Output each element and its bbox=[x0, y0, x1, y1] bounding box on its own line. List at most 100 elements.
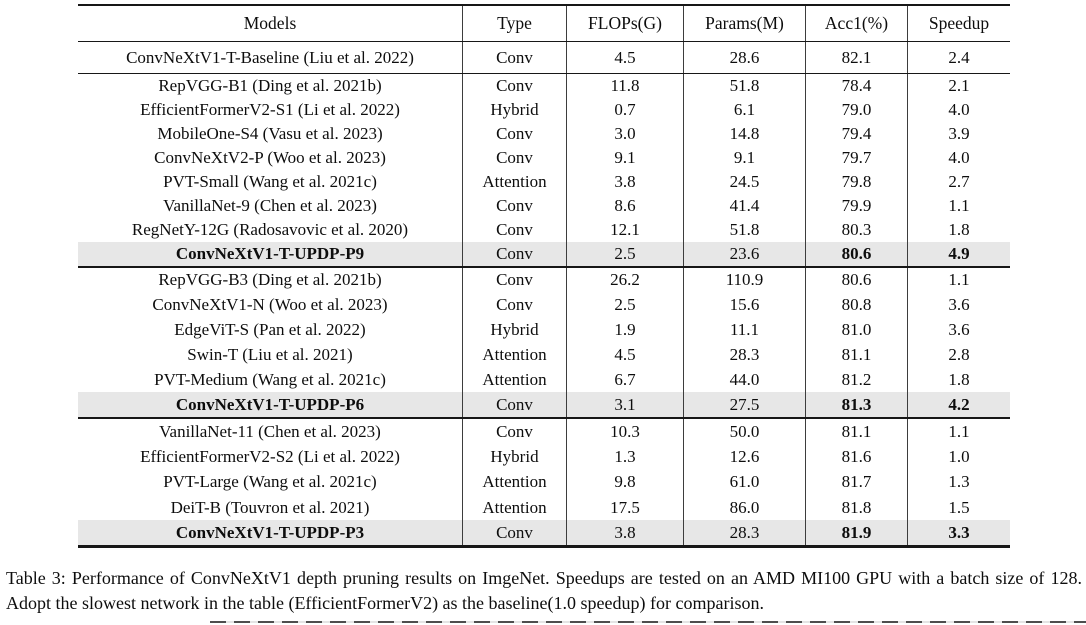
table-row-highlighted: ConvNeXtV1-T-UPDP-P9 Conv 2.5 23.6 80.6 4.9 bbox=[78, 242, 1010, 266]
cell-params: 23.6 bbox=[683, 242, 805, 266]
column-header-acc1: Acc1(%) bbox=[805, 6, 907, 41]
cell-model: PVT-Medium (Wang et al. 2021c) bbox=[154, 370, 386, 389]
cell-params: 28.3 bbox=[683, 520, 805, 546]
cell-type: Attention bbox=[462, 170, 566, 194]
cell-speedup: 2.7 bbox=[907, 170, 1010, 194]
cell-acc1: 79.0 bbox=[805, 98, 907, 122]
cell-params: 51.8 bbox=[683, 218, 805, 242]
cell-model: ConvNeXtV1-T-UPDP-P3 bbox=[175, 522, 365, 542]
cell-type: Conv bbox=[462, 218, 566, 242]
table-row: VanillaNet-11 (Chen et al. 2023) Conv 10.3… bbox=[78, 419, 1010, 445]
cell-params: 15.6 bbox=[683, 292, 805, 318]
cell-flops: 0.7 bbox=[566, 98, 683, 122]
table-row: RegNetY-12G (Radosavovic et al. 2020) Con… bbox=[78, 218, 1010, 242]
cell-speedup: 3.6 bbox=[907, 317, 1010, 343]
table-row: PVT-Medium (Wang et al. 2021c) Attention 6… bbox=[78, 367, 1010, 393]
table-group: VanillaNet-11 (Chen et al. 2023) Conv 10.3… bbox=[78, 419, 1010, 546]
cell-speedup: 2.8 bbox=[907, 342, 1010, 368]
cell-speedup: 1.8 bbox=[907, 218, 1010, 242]
table-row: VanillaNet-9 (Chen et al. 2023) Conv 8.6 41… bbox=[78, 194, 1010, 218]
cell-flops: 2.5 bbox=[566, 292, 683, 318]
cell-acc1: 82.1 bbox=[805, 42, 907, 73]
cell-flops: 1.9 bbox=[566, 317, 683, 343]
table-group: RepVGG-B1 (Ding et al. 2021b) Conv 11.8 51.… bbox=[78, 74, 1010, 268]
table-row: EdgeViT-S (Pan et al. 2022) Hybrid 1.9 11.1… bbox=[78, 317, 1010, 343]
cell-model: Swin-T (Liu et al. 2021) bbox=[187, 345, 353, 365]
cell-flops: 9.1 bbox=[566, 146, 683, 170]
cell-speedup: 1.1 bbox=[907, 419, 1010, 445]
cell-acc1: 78.4 bbox=[805, 74, 907, 98]
column-header-flops: FLOPs(G) bbox=[566, 6, 683, 41]
cell-acc1: 80.6 bbox=[805, 242, 907, 266]
cell-model: DeiT-B (Touvron et al. 2021) bbox=[170, 497, 370, 517]
cell-acc1: 81.3 bbox=[805, 392, 907, 418]
cell-model: ConvNeXtV1-T-UPDP-P6 bbox=[175, 394, 365, 414]
cell-speedup: 3.6 bbox=[907, 292, 1010, 318]
cell-model: RepVGG-B1 (Ding et al. 2021b) bbox=[158, 76, 382, 95]
cell-acc1: 81.1 bbox=[805, 419, 907, 445]
cell-speedup: 1.0 bbox=[907, 444, 1010, 470]
cell-speedup: 1.8 bbox=[907, 367, 1010, 393]
cropped-content-edge bbox=[210, 621, 1086, 624]
cell-params: 9.1 bbox=[683, 146, 805, 170]
cell-acc1: 81.2 bbox=[805, 367, 907, 393]
cell-acc1: 81.7 bbox=[805, 469, 907, 495]
cell-params: 24.5 bbox=[683, 170, 805, 194]
table-row: ConvNeXtV1-T-Baseline (Liu et al. 2022) C… bbox=[78, 42, 1010, 73]
cell-flops: 3.8 bbox=[566, 520, 683, 546]
cell-type: Attention bbox=[462, 342, 566, 368]
cell-type: Conv bbox=[462, 74, 566, 98]
cell-params: 50.0 bbox=[683, 419, 805, 445]
column-header-params: Params(M) bbox=[683, 6, 805, 41]
table-row-highlighted: ConvNeXtV1-T-UPDP-P3 Conv 3.8 28.3 81.9 3.3 bbox=[78, 520, 1010, 546]
cell-flops: 8.6 bbox=[566, 194, 683, 218]
cell-speedup: 2.1 bbox=[907, 74, 1010, 98]
cell-speedup: 1.1 bbox=[907, 194, 1010, 218]
cell-params: 51.8 bbox=[683, 74, 805, 98]
cell-model: PVT-Large (Wang et al. 2021c) bbox=[163, 472, 377, 492]
cell-speedup: 2.4 bbox=[907, 42, 1010, 73]
cell-flops: 3.0 bbox=[566, 122, 683, 146]
column-header-models: Models bbox=[243, 13, 297, 33]
cell-speedup: 3.3 bbox=[907, 520, 1010, 546]
cell-type: Attention bbox=[462, 494, 566, 521]
cell-params: 28.3 bbox=[683, 342, 805, 368]
cell-model: EfficientFormerV2-S1 (Li et al. 2022) bbox=[140, 100, 400, 119]
cell-model: VanillaNet-9 (Chen et al. 2023) bbox=[163, 196, 377, 215]
cell-type: Conv bbox=[462, 42, 566, 73]
cell-params: 41.4 bbox=[683, 194, 805, 218]
table-row: MobileOne-S4 (Vasu et al. 2023) Conv 3.0 14… bbox=[78, 122, 1010, 146]
cell-params: 61.0 bbox=[683, 469, 805, 495]
cell-flops: 4.5 bbox=[566, 42, 683, 73]
table-body: ConvNeXtV1-T-Baseline (Liu et al. 2022) C… bbox=[78, 42, 1010, 546]
cell-model: EfficientFormerV2-S2 (Li et al. 2022) bbox=[140, 447, 400, 467]
table-row-highlighted: ConvNeXtV1-T-UPDP-P6 Conv 3.1 27.5 81.3 4.2 bbox=[78, 392, 1010, 418]
cell-params: 27.5 bbox=[683, 392, 805, 418]
cell-params: 6.1 bbox=[683, 98, 805, 122]
cell-speedup: 4.0 bbox=[907, 146, 1010, 170]
cell-flops: 4.5 bbox=[566, 342, 683, 368]
cell-type: Conv bbox=[462, 146, 566, 170]
table-row: PVT-Small (Wang et al. 2021c) Attention 3.… bbox=[78, 170, 1010, 194]
cell-model: MobileOne-S4 (Vasu et al. 2023) bbox=[157, 124, 383, 143]
cell-type: Attention bbox=[462, 469, 566, 495]
cell-acc1: 79.4 bbox=[805, 122, 907, 146]
table-row: RepVGG-B3 (Ding et al. 2021b) Conv 26.2 110… bbox=[78, 268, 1010, 293]
table-row: EfficientFormerV2-S1 (Li et al. 2022) Hyb… bbox=[78, 98, 1010, 122]
cell-acc1: 79.9 bbox=[805, 194, 907, 218]
results-table: Models Type FLOPs(G) Params(M) Acc1(%) S… bbox=[78, 4, 1010, 549]
cell-params: 110.9 bbox=[683, 268, 805, 293]
cell-type: Conv bbox=[462, 292, 566, 318]
column-header-speedup: Speedup bbox=[907, 6, 1010, 41]
cell-flops: 6.7 bbox=[566, 367, 683, 393]
table-caption: Table 3: Performance of ConvNeXtV1 depth… bbox=[6, 568, 1082, 613]
table-row: EfficientFormerV2-S2 (Li et al. 2022) Hyb… bbox=[78, 444, 1010, 470]
cell-flops: 12.1 bbox=[566, 218, 683, 242]
cell-speedup: 1.3 bbox=[907, 469, 1010, 495]
cell-params: 11.1 bbox=[683, 317, 805, 343]
cell-type: Conv bbox=[462, 392, 566, 418]
cell-type: Conv bbox=[462, 242, 566, 266]
table-row: RepVGG-B1 (Ding et al. 2021b) Conv 11.8 51.… bbox=[78, 74, 1010, 98]
cell-type: Hybrid bbox=[462, 444, 566, 470]
